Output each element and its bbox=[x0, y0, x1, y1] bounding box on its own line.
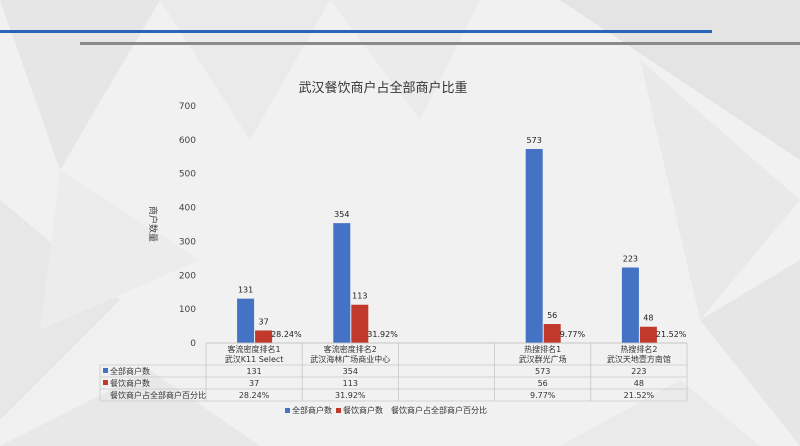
bg-shape bbox=[0, 370, 260, 446]
y-tick-label: 700 bbox=[179, 102, 196, 112]
y-axis-label: 商户数量 bbox=[147, 206, 159, 242]
bar-all-merchants bbox=[333, 223, 351, 343]
legend-label-all: 全部商户数 bbox=[292, 405, 332, 415]
data-label-percent: 28.24% bbox=[271, 330, 302, 339]
x-category-label: 客流密度排名2 bbox=[324, 344, 377, 354]
bar-all-merchants bbox=[621, 267, 639, 343]
data-label-food: 56 bbox=[547, 311, 557, 320]
bar-food-merchants bbox=[639, 326, 657, 343]
data-label-percent: 9.77% bbox=[560, 330, 586, 339]
x-category-label: 客流密度排名1 bbox=[228, 344, 281, 354]
table-row-header: 餐饮商户数 bbox=[110, 378, 150, 388]
data-label-all: 131 bbox=[238, 286, 253, 295]
x-category-label: 武汉天地壹方南馆 bbox=[607, 354, 671, 364]
table-cell: 131 bbox=[246, 367, 261, 376]
table-cell: 223 bbox=[631, 367, 646, 376]
y-tick-label: 200 bbox=[179, 271, 196, 281]
bg-shape bbox=[640, 60, 800, 320]
x-category-label: 武汉海林广场商业中心 bbox=[310, 354, 390, 364]
data-label-percent: 31.92% bbox=[367, 330, 398, 339]
bg-shape bbox=[40, 170, 200, 330]
data-label-all: 573 bbox=[527, 136, 542, 145]
data-label-all: 354 bbox=[334, 210, 349, 219]
table-row-key-all bbox=[103, 368, 108, 373]
bg-shape bbox=[700, 260, 800, 446]
legend-swatch-food bbox=[336, 408, 341, 413]
data-label-food: 48 bbox=[643, 314, 653, 323]
chart-title: 武汉餐饮商户占全部商户比重 bbox=[298, 80, 467, 96]
table-cell: 113 bbox=[343, 379, 358, 388]
y-tick-label: 600 bbox=[179, 136, 196, 146]
bg-shape bbox=[160, 0, 330, 140]
x-category-label: 热搜排名2 bbox=[620, 344, 657, 354]
table-cell: 573 bbox=[535, 367, 550, 376]
table-cell: 48 bbox=[634, 379, 644, 388]
bar-food-merchants bbox=[255, 330, 273, 343]
table-row-key-food bbox=[103, 380, 108, 385]
legend-label-food: 餐饮商户数 bbox=[343, 405, 383, 415]
table-cell: 21.52% bbox=[624, 391, 655, 400]
legend-swatch-all bbox=[285, 408, 290, 413]
x-category-label: 热搜排名1 bbox=[524, 344, 561, 354]
y-tick-label: 0 bbox=[190, 339, 196, 349]
data-label-food: 113 bbox=[352, 292, 367, 301]
table-row-header: 餐饮商户占全部商户百分比 bbox=[110, 390, 206, 400]
data-label-all: 223 bbox=[623, 254, 638, 263]
header-rule-gray bbox=[80, 42, 800, 45]
bg-shape bbox=[560, 380, 760, 446]
x-category-label: 武汉群光广场 bbox=[519, 354, 567, 364]
y-tick-label: 500 bbox=[179, 170, 196, 180]
bg-shape bbox=[560, 0, 800, 160]
bar-all-merchants bbox=[237, 298, 255, 343]
table-cell: 37 bbox=[249, 379, 259, 388]
table-cell: 31.92% bbox=[335, 391, 366, 400]
table-row-header: 全部商户数 bbox=[110, 366, 150, 376]
data-label-percent: 21.52% bbox=[656, 330, 687, 339]
y-tick-label: 300 bbox=[179, 237, 196, 247]
header-rule-blue bbox=[0, 30, 712, 33]
table-cell: 28.24% bbox=[239, 391, 270, 400]
legend-label-percent: 餐饮商户占全部商户百分比 bbox=[391, 405, 487, 415]
bar-food-merchants bbox=[543, 324, 561, 343]
y-tick-label: 400 bbox=[179, 204, 196, 214]
bar-all-merchants bbox=[525, 148, 543, 343]
bar-food-merchants bbox=[351, 304, 369, 343]
table-cell: 9.77% bbox=[530, 391, 556, 400]
x-category-label: 武汉K11 Select bbox=[225, 354, 284, 364]
table-cell: 56 bbox=[538, 379, 548, 388]
y-tick-label: 100 bbox=[179, 305, 196, 315]
data-label-food: 37 bbox=[259, 317, 269, 326]
table-cell: 354 bbox=[343, 367, 358, 376]
